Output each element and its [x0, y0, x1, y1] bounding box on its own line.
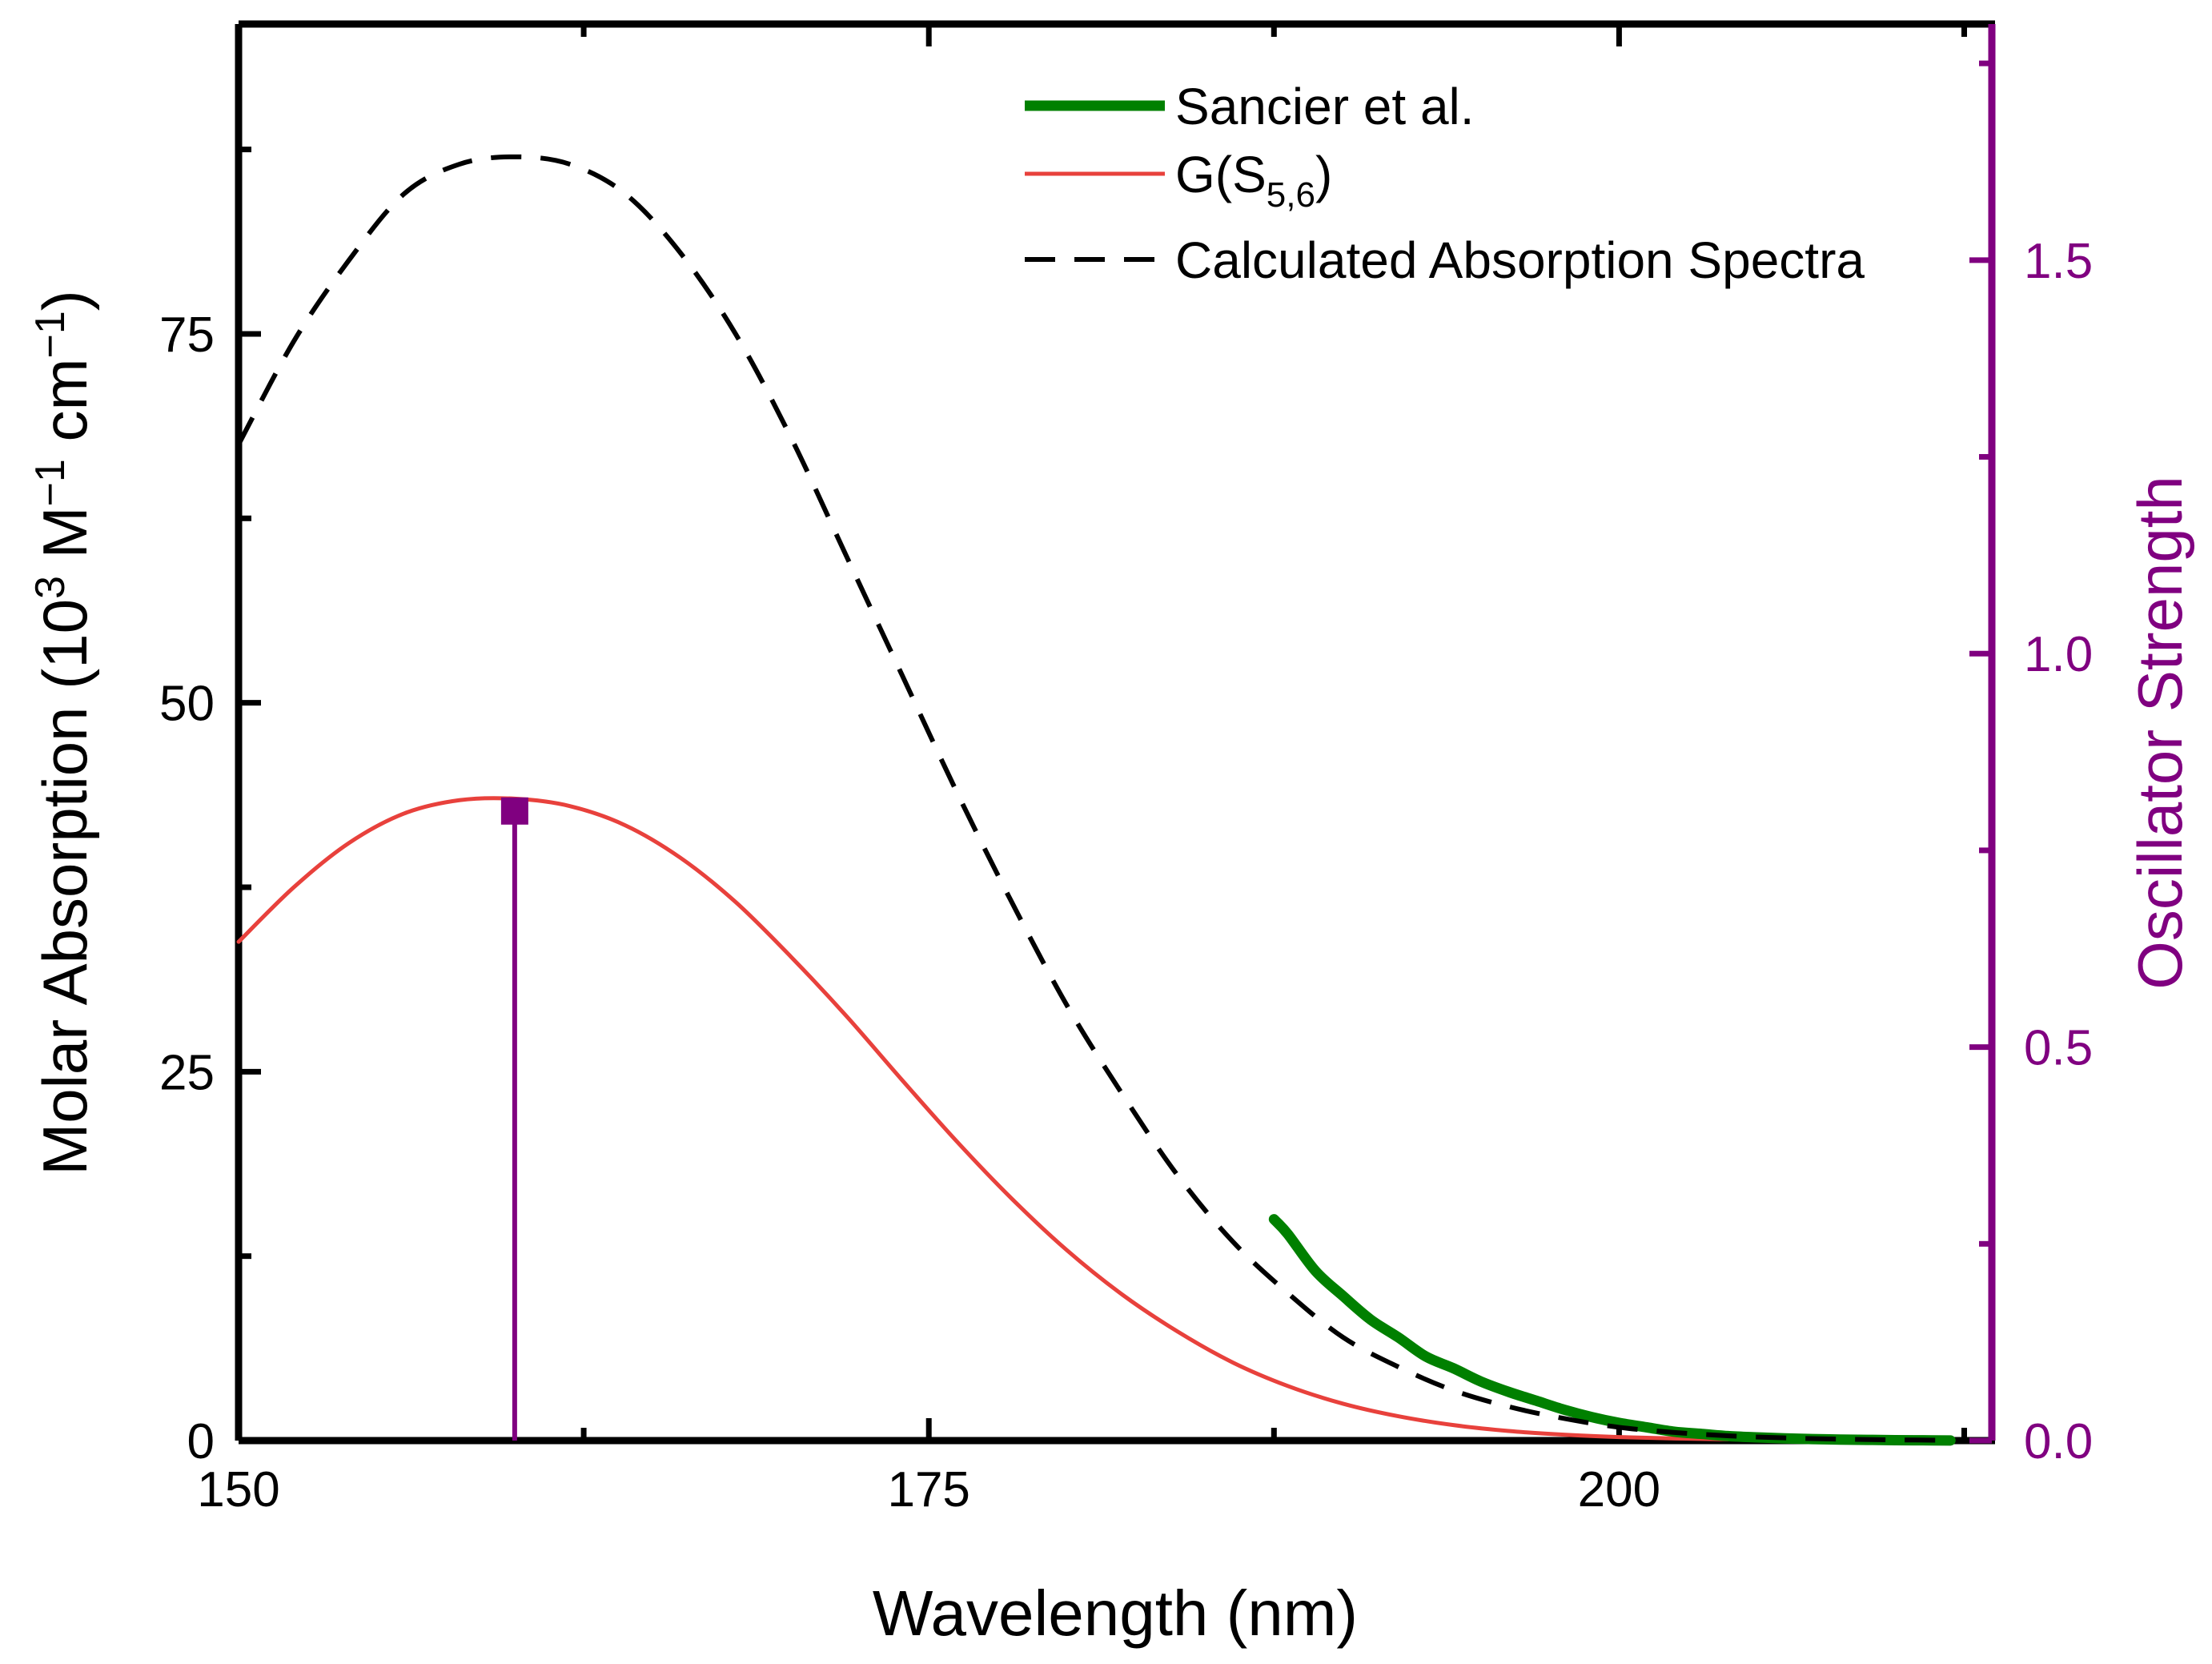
- y2-tick-label: 1.0: [2024, 627, 2093, 682]
- y-tick-label: 25: [159, 1045, 215, 1100]
- y-tick-label: 50: [159, 677, 215, 732]
- oscillator-strength-marker: [500, 797, 528, 825]
- y-axis-label-mid: M: [30, 506, 100, 576]
- tick-labels-layer: 150 175 200 0 25 50 75 0.0 0.5 1.0 1.5: [159, 234, 2093, 1517]
- legend-label-gs56-sub: 5,6: [1267, 175, 1315, 215]
- x-tick-label: 200: [1578, 1462, 1660, 1517]
- series-calculated-absorption: [236, 154, 1951, 1443]
- y2-tick-label: 1.5: [2024, 234, 2093, 289]
- legend: Sancier et al. G(S5,6) Calculated Absorp…: [1025, 78, 1865, 289]
- y2-tick-label: 0.5: [2024, 1021, 2093, 1076]
- series-layer: [236, 154, 1956, 1446]
- y-axis-label-exp1: 3: [27, 576, 74, 599]
- y-axis-label-exp2: −1: [27, 459, 74, 506]
- legend-label-sancier: Sancier et al.: [1175, 78, 1475, 135]
- y2-axis-label: Oscillator Strength: [2125, 476, 2195, 990]
- y-axis-label: Molar Absorption (103 M−1 cm−1): [27, 290, 100, 1176]
- legend-label-gs56: G(S5,6): [1175, 146, 1332, 215]
- y-axis-label-suffix: ): [30, 290, 100, 311]
- y-tick-label: 75: [159, 307, 215, 363]
- legend-label-gs56-suffix: ): [1315, 146, 1332, 203]
- x-tick-label: 150: [197, 1462, 279, 1517]
- x-tick-label: 175: [887, 1462, 970, 1517]
- y-axis-label-prefix: Molar Absorption (10: [30, 599, 100, 1176]
- x-axis-label: Wavelength (nm): [873, 1578, 1358, 1649]
- legend-label-gs56-main: G(S: [1175, 146, 1267, 203]
- series-sancier: [1268, 1214, 1956, 1446]
- y-axis-label-mid2: cm: [30, 359, 100, 460]
- legend-label-calculated: Calculated Absorption Spectra: [1175, 231, 1865, 289]
- y-axis-label-exp3: −1: [27, 311, 74, 358]
- y-tick-label: 0: [187, 1414, 215, 1469]
- y2-tick-label: 0.0: [2024, 1414, 2093, 1469]
- series-gs56: [236, 796, 1953, 1443]
